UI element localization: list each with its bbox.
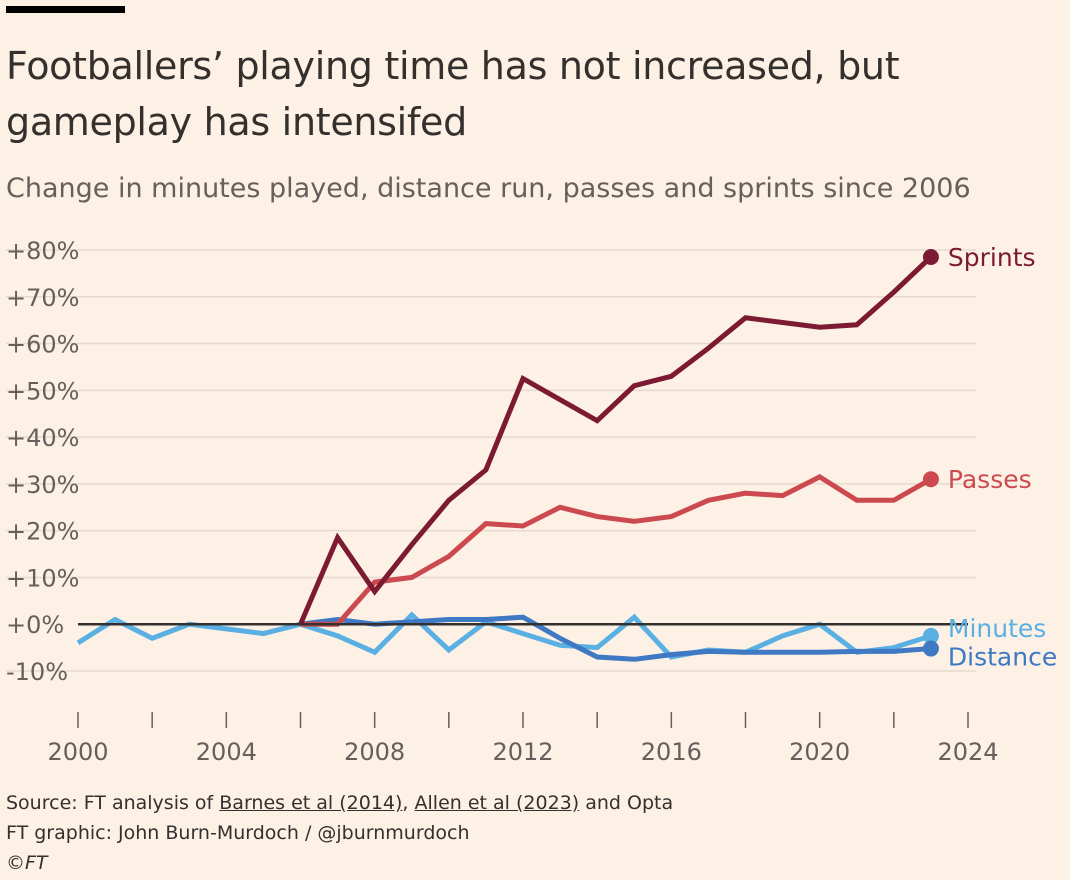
series-endpoint-passes bbox=[922, 471, 939, 488]
y-tick-label: +0% bbox=[6, 611, 64, 639]
source-suffix: and Opta bbox=[579, 792, 674, 814]
ft-top-bar bbox=[6, 6, 125, 13]
series-line-minutes bbox=[76, 611, 932, 660]
x-tick-label: 2008 bbox=[344, 738, 405, 766]
series-label-distance: Distance bbox=[948, 643, 1057, 672]
chart-subtitle: Change in minutes played, distance run, … bbox=[6, 173, 971, 204]
y-tick-label: +10% bbox=[6, 564, 79, 592]
source-link-allen[interactable]: Allen et al (2023) bbox=[414, 792, 580, 814]
series-endpoint-minutes bbox=[922, 627, 939, 644]
chart-footer: Source: FT analysis of Barnes et al (201… bbox=[6, 788, 1066, 878]
y-tick-label: +80% bbox=[6, 237, 79, 265]
series-endpoint-distance bbox=[922, 640, 939, 657]
credit-line: FT graphic: John Burn-Murdoch / @jburnmu… bbox=[6, 822, 470, 844]
source-line: Source: FT analysis of Barnes et al (201… bbox=[6, 788, 1066, 818]
x-tick-label: 2016 bbox=[641, 738, 702, 766]
y-tick-label: +60% bbox=[6, 331, 79, 359]
y-tick-label: +30% bbox=[6, 471, 79, 499]
source-prefix: Source: FT analysis of bbox=[6, 792, 220, 814]
series-label-sprints: Sprints bbox=[948, 243, 1036, 272]
x-tick-label: 2000 bbox=[47, 738, 108, 766]
y-tick-label: +50% bbox=[6, 377, 79, 405]
y-tick-label: +70% bbox=[6, 284, 79, 312]
chart-title: Footballers’ playing time has not increa… bbox=[6, 44, 900, 144]
series-line-distance bbox=[300, 614, 932, 662]
source-separator: , bbox=[402, 792, 415, 814]
series-line-passes bbox=[300, 474, 933, 627]
series-line-sprints bbox=[298, 255, 933, 626]
source-link-barnes[interactable]: Barnes et al (2014) bbox=[219, 792, 403, 814]
y-tick-label: -10% bbox=[6, 658, 68, 686]
copyright: ©FT bbox=[6, 852, 48, 874]
series-label-passes: Passes bbox=[948, 465, 1032, 494]
series-endpoint-sprints bbox=[922, 249, 939, 266]
x-tick-label: 2024 bbox=[937, 738, 998, 766]
series-label-minutes: Minutes bbox=[948, 614, 1046, 643]
x-tick-label: 2004 bbox=[196, 738, 257, 766]
y-tick-label: +20% bbox=[6, 518, 79, 546]
x-tick-label: 2012 bbox=[492, 738, 553, 766]
x-tick-label: 2020 bbox=[789, 738, 850, 766]
y-tick-label: +40% bbox=[6, 424, 79, 452]
